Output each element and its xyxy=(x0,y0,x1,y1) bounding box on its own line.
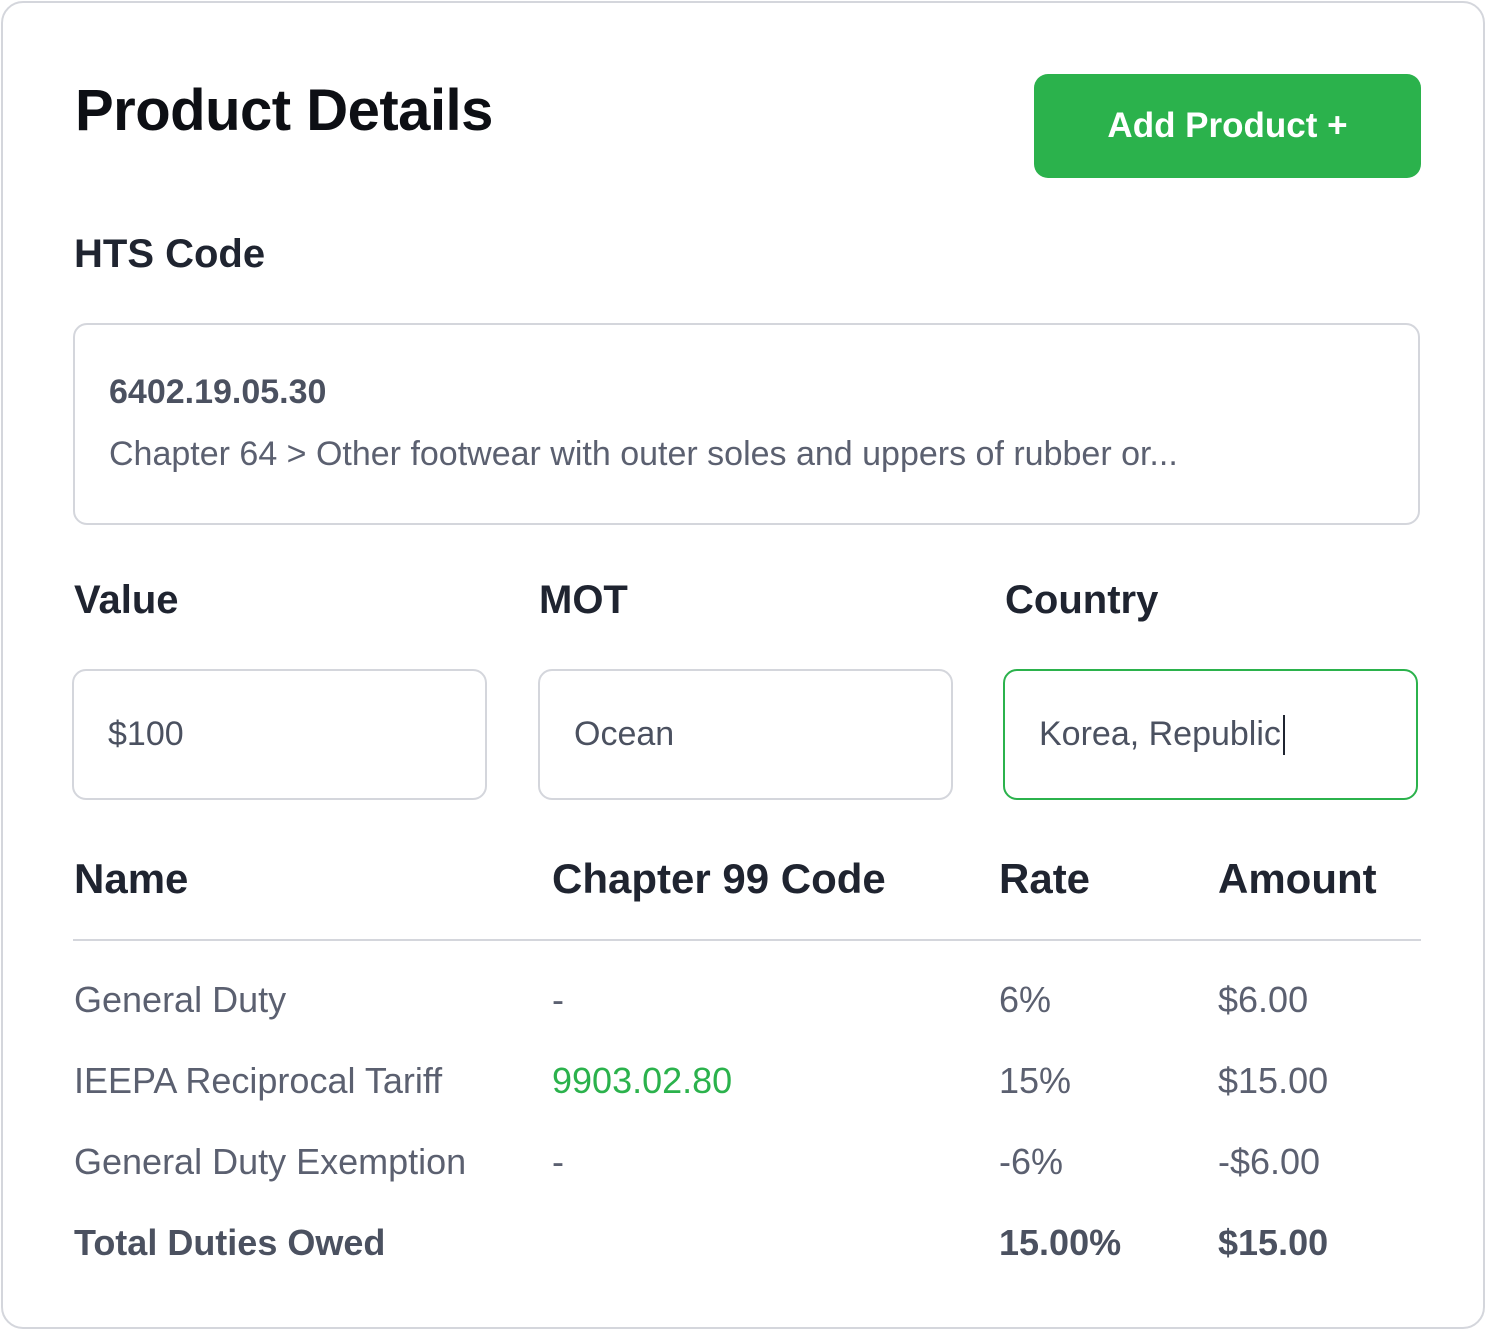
hts-code-field[interactable]: 6402.19.05.30 Chapter 64 > Other footwea… xyxy=(73,323,1420,525)
add-product-button[interactable]: Add Product + xyxy=(1034,74,1421,178)
text-cursor xyxy=(1282,714,1285,755)
row-rate: 15% xyxy=(999,1060,1072,1101)
mot-input-text: Ocean xyxy=(574,715,675,753)
column-header-rate: Rate xyxy=(999,855,1091,902)
row-amount: $6.00 xyxy=(1218,979,1309,1020)
total-rate: 15.00% xyxy=(999,1222,1122,1263)
column-header-amount: Amount xyxy=(1218,855,1377,902)
row-chapter-99-code: - xyxy=(552,979,564,1020)
value-label: Value xyxy=(74,578,179,622)
value-input-text: $100 xyxy=(108,715,184,753)
total-label: Total Duties Owed xyxy=(74,1222,386,1263)
row-chapter-99-code-link[interactable]: 9903.02.80 xyxy=(552,1060,733,1101)
row-rate: -6% xyxy=(999,1141,1064,1182)
row-rate: 6% xyxy=(999,979,1052,1020)
row-name: General Duty Exemption xyxy=(74,1141,467,1182)
column-header-name: Name xyxy=(74,855,189,902)
row-name: IEEPA Reciprocal Tariff xyxy=(74,1060,443,1101)
row-amount: -$6.00 xyxy=(1218,1141,1321,1182)
country-input-text: Korea, Republic xyxy=(1039,715,1281,753)
value-input[interactable]: $100 xyxy=(72,669,487,800)
row-amount: $15.00 xyxy=(1218,1060,1329,1101)
country-label: Country xyxy=(1005,578,1159,622)
row-name: General Duty xyxy=(74,979,287,1020)
country-input[interactable]: Korea, Republic xyxy=(1003,669,1418,800)
table-header-divider xyxy=(73,939,1421,941)
column-header-chapter-99-code: Chapter 99 Code xyxy=(552,855,886,902)
hts-code-label: HTS Code xyxy=(74,232,266,276)
total-amount: $15.00 xyxy=(1218,1222,1329,1263)
mot-label: MOT xyxy=(539,578,628,622)
page-title: Product Details xyxy=(75,78,493,143)
row-chapter-99-code: - xyxy=(552,1141,564,1182)
hts-code-description: Chapter 64 > Other footwear with outer s… xyxy=(109,435,1178,473)
mot-input[interactable]: Ocean xyxy=(538,669,953,800)
hts-code-value: 6402.19.05.30 xyxy=(109,373,327,411)
